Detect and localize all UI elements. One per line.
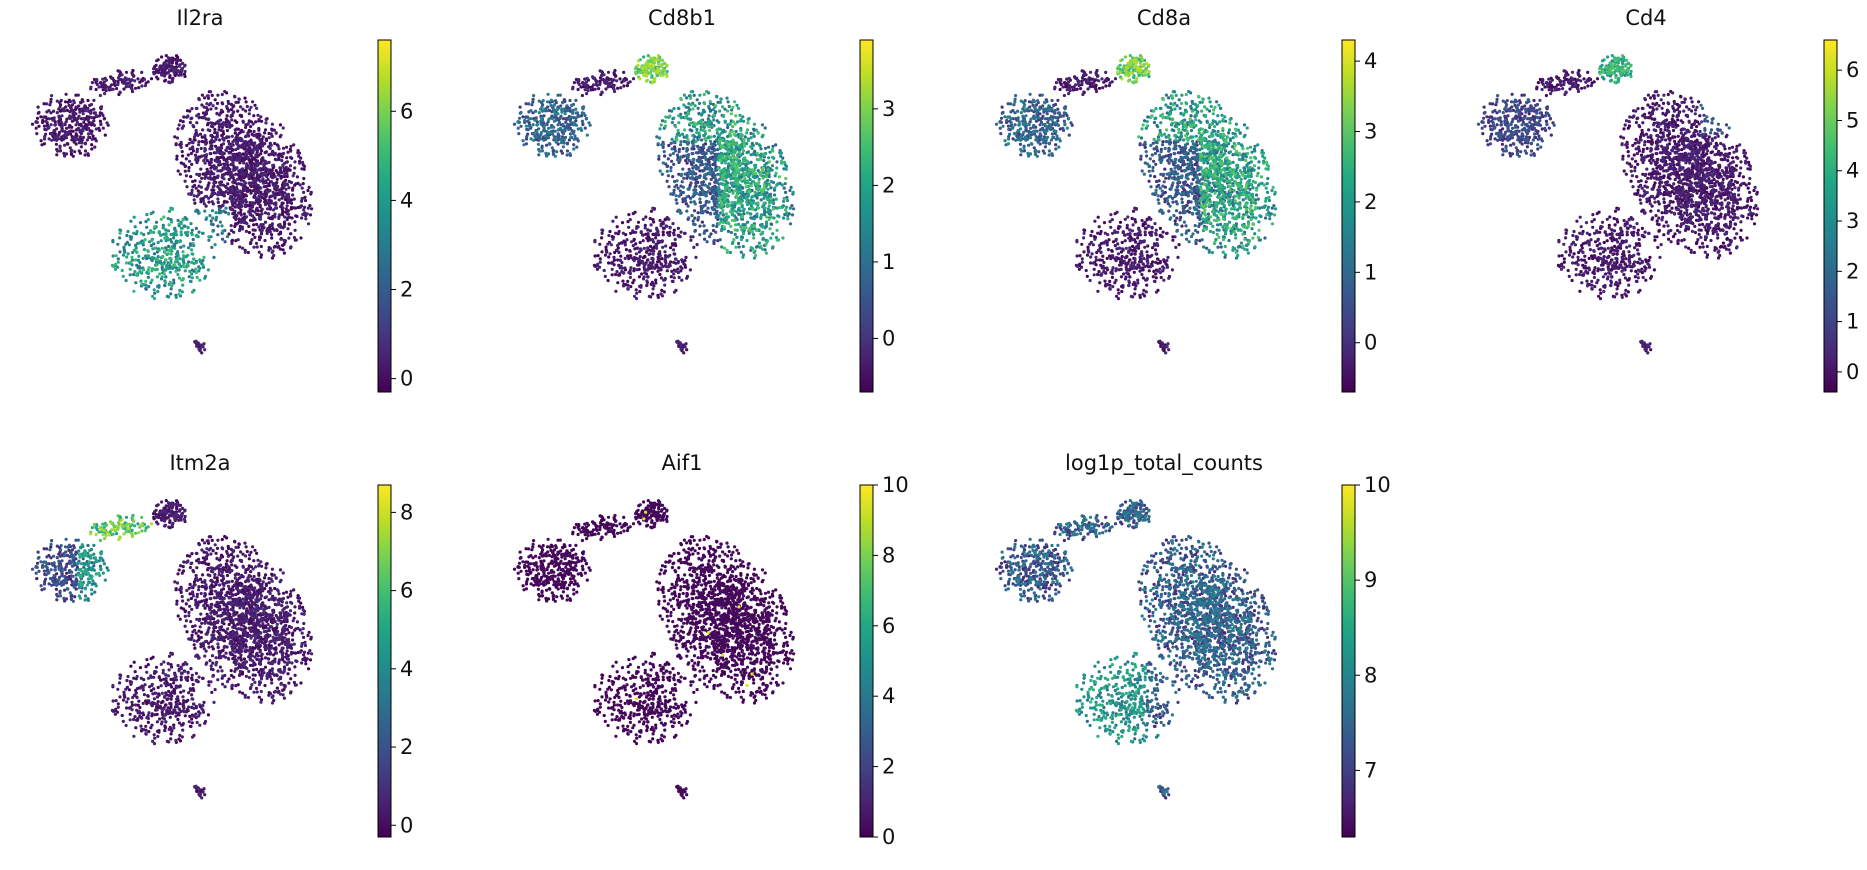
colorbar-tick-label: 6	[400, 99, 413, 123]
colorbar-tick-label: 4	[400, 188, 413, 212]
colorbar-tick-label: 0	[400, 367, 413, 391]
colorbar-gradient	[378, 40, 391, 392]
colorbar-tick-label: 2	[400, 278, 413, 302]
colorbar: 0 2 4 6	[0, 0, 470, 425]
